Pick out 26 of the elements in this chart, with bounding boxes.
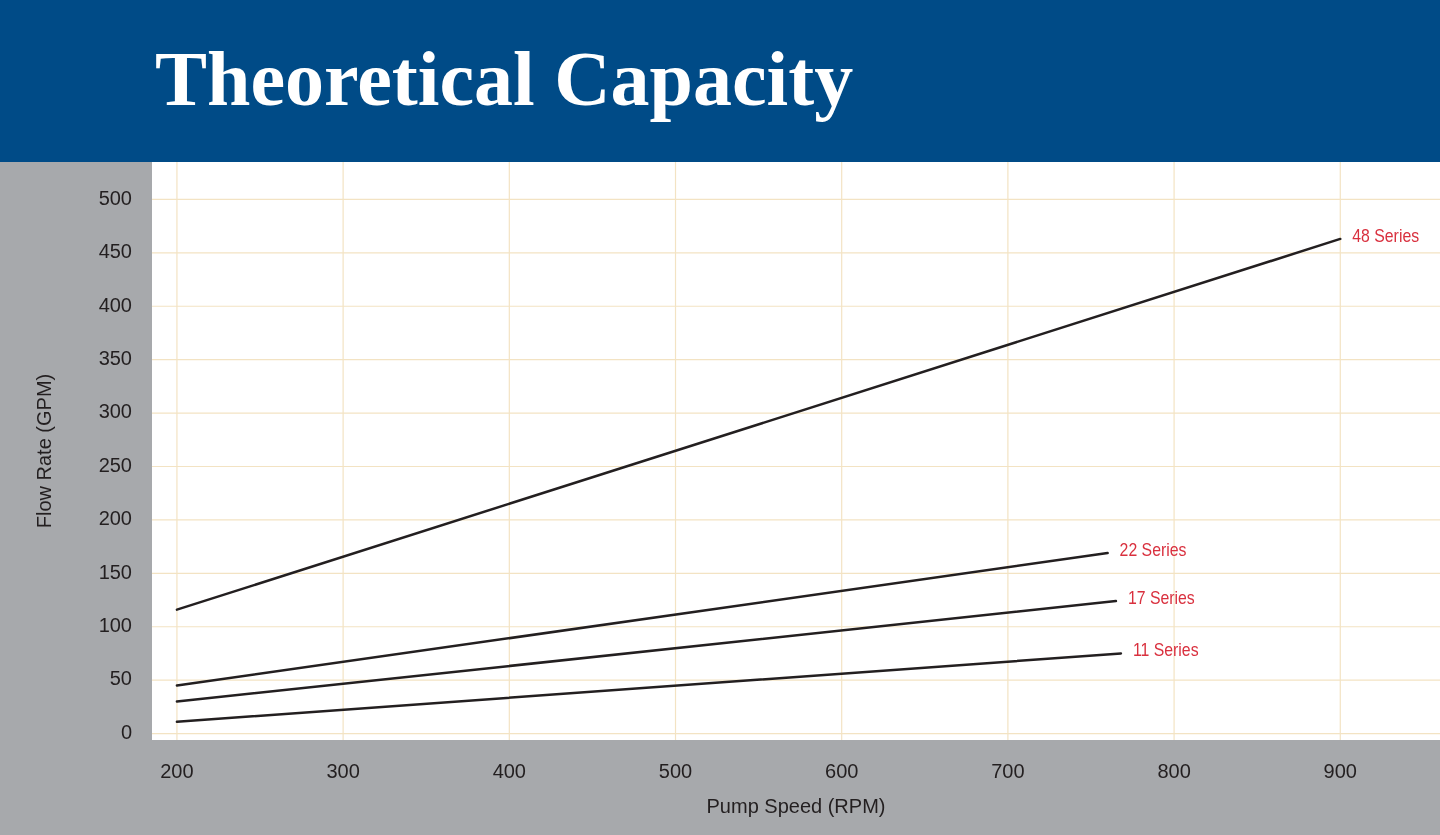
x-tick-label: 800 — [1157, 760, 1191, 783]
x-tick-label: 500 — [658, 760, 693, 783]
series-label: 17 Series — [1127, 587, 1195, 609]
y-tick-label: 0 — [120, 720, 132, 743]
x-tick-label: 400 — [492, 760, 526, 783]
y-tick-label: 150 — [98, 560, 132, 583]
y-tick-label: 400 — [98, 293, 132, 316]
x-tick-label: 700 — [991, 760, 1025, 783]
chart-title: Theoretical Capacity — [155, 35, 854, 122]
y-tick-label: 250 — [98, 453, 132, 476]
x-tick-label: 200 — [160, 760, 194, 783]
series-label: 48 Series — [1352, 225, 1420, 246]
x-tick-label: 600 — [825, 760, 859, 783]
series-label: 22 Series — [1119, 539, 1187, 561]
series-label: 11 Series — [1132, 640, 1199, 661]
y-axis-title: Flow Rate (GPM) — [33, 373, 56, 529]
y-tick-label: 50 — [109, 667, 132, 690]
x-tick-label: 900 — [1323, 760, 1357, 783]
x-axis-title: Pump Speed (RPM) — [706, 795, 886, 818]
y-tick-label: 500 — [98, 186, 132, 209]
y-tick-label: 200 — [98, 507, 132, 530]
y-tick-label: 350 — [98, 346, 132, 369]
y-tick-label: 450 — [98, 240, 132, 263]
x-tick-label: 300 — [326, 760, 360, 783]
y-tick-label: 100 — [98, 614, 132, 637]
y-tick-label: 300 — [98, 400, 132, 423]
